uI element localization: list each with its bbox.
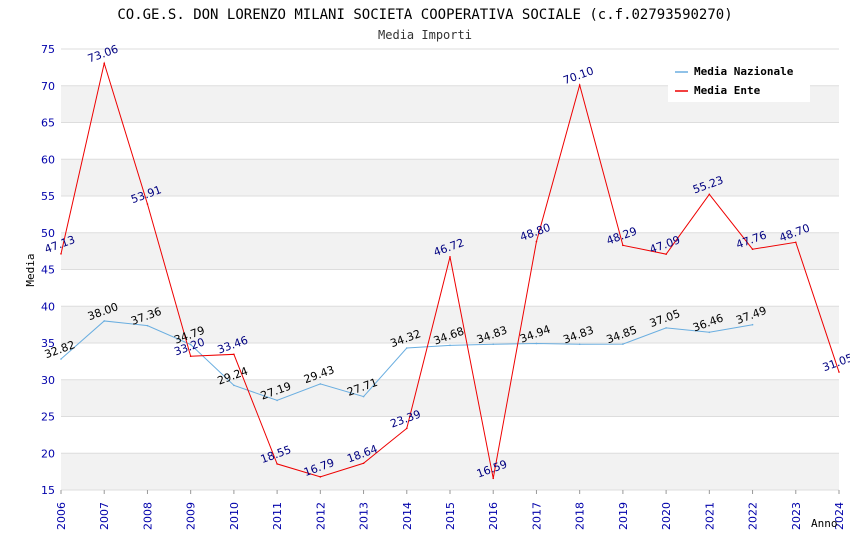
data-point [233, 353, 235, 356]
y-tick-label: 75 [41, 43, 55, 56]
data-point [276, 463, 278, 465]
legend-label-media-nazionale: Media Nazionale [694, 65, 794, 78]
band [61, 306, 839, 343]
data-point [708, 193, 711, 196]
y-tick-label: 25 [41, 411, 55, 424]
y-tick-label: 45 [41, 264, 55, 277]
y-tick-label: 50 [41, 227, 55, 240]
data-point [535, 240, 538, 243]
x-tick-label: 2011 [271, 502, 284, 530]
data-point [622, 244, 624, 247]
y-tick-label: 35 [41, 337, 55, 350]
y-tick-label: 30 [41, 374, 55, 387]
x-tick-label: 2010 [228, 502, 241, 530]
legend-label-media-ente: Media Ente [694, 84, 761, 97]
x-tick-label: 2009 [185, 502, 198, 530]
data-point [362, 395, 365, 398]
band [61, 343, 839, 380]
band [61, 379, 839, 417]
data-point [319, 476, 322, 478]
x-tick-label: 2016 [487, 502, 500, 530]
data-point [60, 253, 62, 255]
data-point [449, 344, 451, 347]
data-point [622, 343, 624, 345]
series-lines [60, 61, 840, 480]
x-tick-label: 2018 [574, 502, 587, 530]
x-tick-label: 2017 [530, 502, 543, 530]
x-tick-label: 2006 [55, 502, 68, 530]
data-point [449, 256, 451, 258]
x-tick-label: 2007 [98, 502, 111, 530]
x-tick-label: 2019 [617, 502, 630, 530]
data-point [405, 347, 408, 349]
band [61, 159, 839, 196]
data-point [60, 358, 62, 360]
y-tick-label: 20 [41, 447, 55, 460]
data-point [751, 323, 754, 326]
x-tick-label: 2020 [660, 502, 673, 530]
x-tick-label: 2021 [703, 502, 716, 530]
x-tick-label: 2014 [401, 502, 414, 530]
data-point [665, 327, 667, 329]
data-point [362, 462, 365, 465]
data-point [838, 371, 840, 373]
band [61, 269, 839, 307]
data-point [665, 253, 667, 255]
y-tick-label: 40 [41, 300, 55, 313]
data-point [492, 343, 495, 346]
data-point [708, 331, 711, 334]
data-point [319, 383, 322, 385]
data-point [492, 477, 495, 480]
y-tick-label: 65 [41, 117, 55, 130]
background-bands [61, 48, 839, 491]
data-point [103, 320, 106, 322]
data-point [405, 427, 408, 430]
y-axis-label: Media [24, 253, 37, 286]
legend: Media Nazionale Media Ente [668, 60, 810, 102]
data-point [146, 203, 149, 205]
x-tick-label: 2013 [358, 502, 371, 530]
band [61, 122, 839, 160]
band [61, 196, 839, 233]
data-point [535, 342, 538, 345]
legend-box [668, 60, 810, 102]
x-tick-label: 2024 [833, 502, 846, 530]
x-tick-label: 2023 [790, 502, 803, 530]
data-point [578, 343, 581, 346]
x-tick-label: 2015 [444, 502, 457, 530]
x-tick-label: 2012 [314, 502, 327, 530]
data-point [233, 384, 235, 387]
chart-subtitle: Media Importi [378, 28, 472, 42]
data-point [578, 84, 581, 86]
data-point [146, 324, 149, 327]
x-axis-ticks: 2006 2007 2008 2009 2010 2011 2012 2013 2014 2015… [55, 490, 846, 530]
data-point [794, 241, 797, 244]
y-tick-label: 60 [41, 153, 55, 166]
y-tick-label: 70 [41, 80, 55, 93]
y-tick-label: 15 [41, 484, 55, 497]
y-tick-label: 55 [41, 190, 55, 203]
x-tick-label: 2008 [141, 502, 154, 530]
x-tick-label: 2022 [747, 502, 760, 530]
band [61, 416, 839, 454]
x-axis-label: Anno [811, 517, 838, 530]
data-point [189, 355, 192, 358]
band [61, 232, 839, 270]
data-point [189, 343, 192, 346]
data-point [103, 62, 106, 65]
y-axis-ticks: 15 20 25 30 35 40 45 50 55 60 65 70 75 [41, 43, 55, 497]
band [61, 453, 839, 490]
data-point [751, 248, 754, 251]
data-point [276, 399, 278, 402]
chart-title: CO.GE.S. DON LORENZO MILANI SOCIETA COOP… [117, 7, 732, 23]
